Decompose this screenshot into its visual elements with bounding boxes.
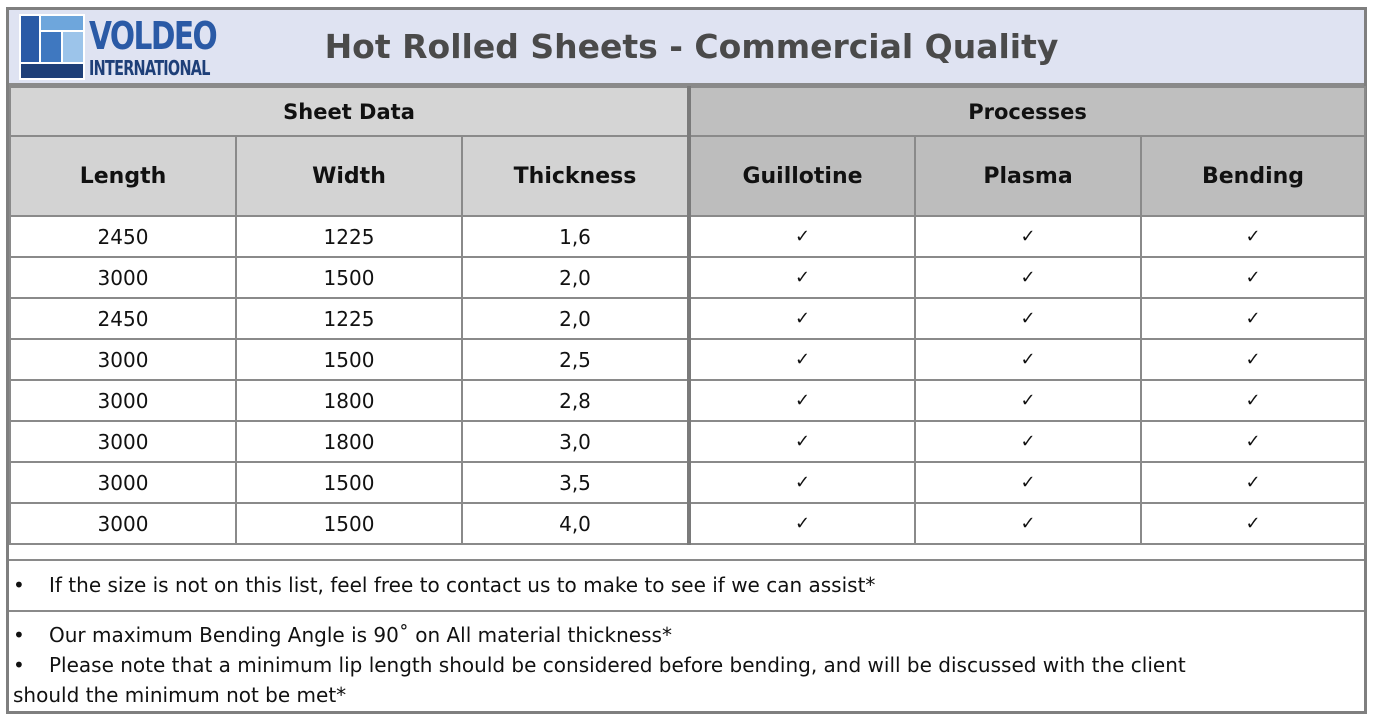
table-row: 2450 1225 1,6 ✓ ✓ ✓ <box>9 215 1367 258</box>
table-row: 3000 1500 2,0 ✓ ✓ ✓ <box>9 256 1367 299</box>
table-row: 3000 1800 2,8 ✓ ✓ ✓ <box>9 379 1367 422</box>
thickness-cell: 4,0 <box>460 502 691 545</box>
bullet-icon: • <box>13 653 25 677</box>
table-row: 2450 1225 2,0 ✓ ✓ ✓ <box>9 297 1367 340</box>
group-header-sheet-data: Sheet Data <box>8 86 691 137</box>
logo-wordmark: VOLDEO <box>89 14 218 58</box>
width-cell: 1500 <box>235 461 463 504</box>
guillotine-check-icon: ✓ <box>687 502 917 545</box>
guillotine-check-icon: ✓ <box>687 420 917 463</box>
note-line: • Please note that a minimum lip length s… <box>13 650 1364 680</box>
width-cell: 1500 <box>235 502 463 545</box>
note-line: should the minimum not be met* <box>13 680 1364 710</box>
length-cell: 3000 <box>9 420 237 463</box>
width-cell: 1500 <box>235 338 463 381</box>
column-header-length: Length <box>9 135 237 217</box>
sheets-table: Sheet Data Processes Length Width Thickn… <box>8 86 1367 545</box>
length-cell: 3000 <box>9 461 237 504</box>
length-cell: 2450 <box>9 215 237 258</box>
column-header-guillotine: Guillotine <box>687 135 917 217</box>
thickness-cell: 3,5 <box>460 461 691 504</box>
thickness-cell: 2,0 <box>460 256 691 299</box>
bending-check-icon: ✓ <box>1140 215 1367 258</box>
column-header-width: Width <box>235 135 463 217</box>
plasma-check-icon: ✓ <box>914 461 1143 504</box>
notes-section: • If the size is not on this list, feel f… <box>9 559 1364 714</box>
logo-subtitle: INTERNATIONAL <box>89 56 210 80</box>
bending-check-icon: ✓ <box>1140 297 1367 340</box>
width-cell: 1225 <box>235 215 463 258</box>
bending-check-icon: ✓ <box>1140 379 1367 422</box>
thickness-cell: 2,5 <box>460 338 691 381</box>
guillotine-check-icon: ✓ <box>687 256 917 299</box>
plasma-check-icon: ✓ <box>914 215 1143 258</box>
plasma-check-icon: ✓ <box>914 338 1143 381</box>
note-text: should the minimum not be met* <box>13 683 347 707</box>
title-bar: VOLDEO INTERNATIONAL Hot Rolled Sheets -… <box>9 10 1364 86</box>
guillotine-check-icon: ✓ <box>687 461 917 504</box>
note-line: • Our maximum Bending Angle is 90˚ on All… <box>13 620 1364 650</box>
plasma-check-icon: ✓ <box>914 297 1143 340</box>
width-cell: 1800 <box>235 379 463 422</box>
bullet-icon: • <box>13 623 25 647</box>
column-header-bending: Bending <box>1140 135 1367 217</box>
group-header-processes: Processes <box>687 86 1367 137</box>
note-bending: • Our maximum Bending Angle is 90˚ on All… <box>9 610 1364 714</box>
bending-check-icon: ✓ <box>1140 461 1367 504</box>
thickness-cell: 2,8 <box>460 379 691 422</box>
thickness-cell: 2,0 <box>460 297 691 340</box>
plasma-check-icon: ✓ <box>914 256 1143 299</box>
sheet-card: VOLDEO INTERNATIONAL Hot Rolled Sheets -… <box>6 7 1367 714</box>
plasma-check-icon: ✓ <box>914 502 1143 545</box>
length-cell: 2450 <box>9 297 237 340</box>
guillotine-check-icon: ✓ <box>687 379 917 422</box>
table-row: 3000 1500 2,5 ✓ ✓ ✓ <box>9 338 1367 381</box>
thickness-cell: 3,0 <box>460 420 691 463</box>
guillotine-check-icon: ✓ <box>687 297 917 340</box>
length-cell: 3000 <box>9 379 237 422</box>
bending-check-icon: ✓ <box>1140 502 1367 545</box>
column-header-plasma: Plasma <box>914 135 1143 217</box>
logo-mark-icon <box>19 14 85 80</box>
note-text: Please note that a minimum lip length sh… <box>49 653 1186 677</box>
width-cell: 1800 <box>235 420 463 463</box>
table-row: 3000 1500 4,0 ✓ ✓ ✓ <box>9 502 1367 545</box>
note-text: If the size is not on this list, feel fr… <box>49 573 876 597</box>
length-cell: 3000 <box>9 502 237 545</box>
length-cell: 3000 <box>9 256 237 299</box>
bending-check-icon: ✓ <box>1140 256 1367 299</box>
width-cell: 1500 <box>235 256 463 299</box>
bullet-icon: • <box>13 573 25 597</box>
width-cell: 1225 <box>235 297 463 340</box>
voldeo-logo: VOLDEO INTERNATIONAL <box>19 14 218 80</box>
table-row: 3000 1500 3,5 ✓ ✓ ✓ <box>9 461 1367 504</box>
plasma-check-icon: ✓ <box>914 379 1143 422</box>
guillotine-check-icon: ✓ <box>687 215 917 258</box>
page-title: Hot Rolled Sheets - Commercial Quality <box>324 27 1059 66</box>
bending-check-icon: ✓ <box>1140 338 1367 381</box>
plasma-check-icon: ✓ <box>914 420 1143 463</box>
note-contact: • If the size is not on this list, feel f… <box>9 559 1364 610</box>
length-cell: 3000 <box>9 338 237 381</box>
thickness-cell: 1,6 <box>460 215 691 258</box>
note-text: Our maximum Bending Angle is 90˚ on All … <box>49 623 672 647</box>
bending-check-icon: ✓ <box>1140 420 1367 463</box>
table-row: 3000 1800 3,0 ✓ ✓ ✓ <box>9 420 1367 463</box>
guillotine-check-icon: ✓ <box>687 338 917 381</box>
column-header-thickness: Thickness <box>460 135 691 217</box>
